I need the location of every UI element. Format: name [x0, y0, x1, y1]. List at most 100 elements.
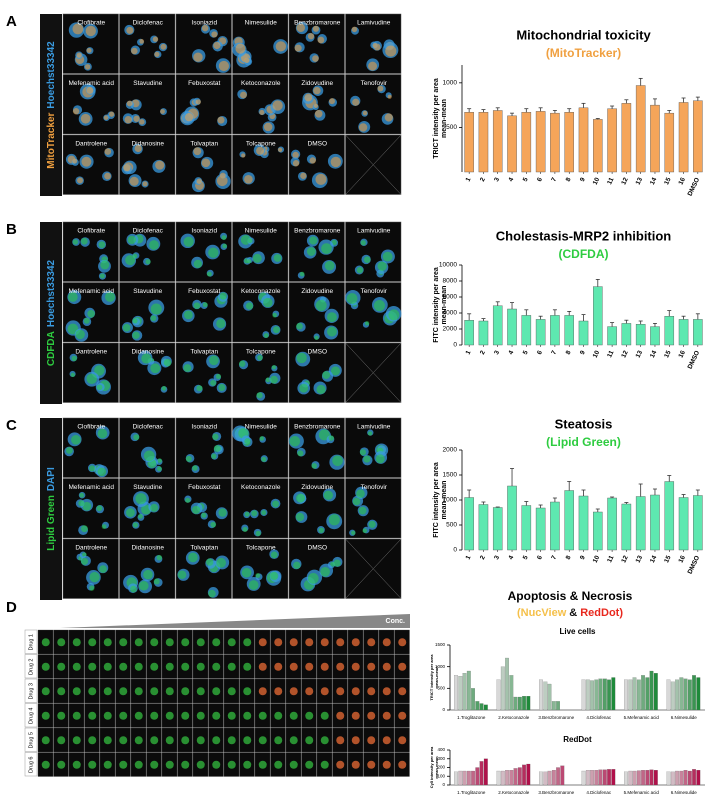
subtitle-part: &	[569, 607, 577, 619]
well-signal	[196, 638, 205, 647]
x-tick-label: 7	[550, 554, 558, 561]
row-box	[24, 629, 38, 654]
well-signal	[305, 736, 314, 745]
bar	[679, 677, 684, 711]
x-tick-label: 12	[620, 349, 630, 359]
bar	[458, 676, 463, 711]
bar	[492, 110, 503, 173]
cell-stain	[289, 435, 301, 447]
x-tick-label: 3.Benzbromarone	[538, 790, 574, 795]
cell-stain	[142, 181, 148, 187]
drug-label: Febuxostat	[188, 80, 220, 87]
cell-stain	[132, 331, 140, 339]
cell-stain	[86, 86, 94, 94]
cell-stain	[377, 261, 387, 271]
cell-stain	[299, 271, 305, 277]
well-signal	[320, 662, 329, 671]
cell-stain	[77, 177, 84, 184]
bar	[585, 770, 590, 786]
cell-stain	[333, 559, 341, 567]
bar	[645, 677, 650, 711]
drug-label: Tolcapone	[246, 545, 276, 552]
row-label: Drug 5	[28, 732, 34, 749]
cell-stain	[161, 386, 167, 391]
bar	[670, 771, 675, 786]
cell-stain	[304, 93, 313, 102]
stain-label: Lipid Green DAPI	[46, 467, 57, 551]
x-tick-label: 1	[465, 176, 473, 183]
cell-stain	[375, 454, 385, 464]
x-tick-label: 2	[479, 349, 487, 356]
cell-stain	[156, 554, 163, 561]
cell-stain	[132, 253, 138, 259]
drug-label: Benzbromarone	[294, 228, 341, 235]
cell-stain	[261, 456, 267, 462]
well-signal	[336, 638, 345, 647]
well-signal	[212, 662, 221, 671]
d-subtitle: (NucView & RedDot)	[517, 607, 623, 619]
bar	[624, 679, 628, 711]
cell-stain	[80, 237, 88, 245]
drug-label: Didanosine	[131, 349, 164, 356]
bar	[578, 107, 589, 173]
cell-stain	[248, 580, 259, 590]
y-tick-label: 0	[442, 707, 445, 712]
bar	[636, 770, 641, 786]
bar	[547, 770, 552, 786]
well-signal	[119, 711, 128, 720]
cell-stain	[218, 383, 226, 392]
x-tick-label: 12	[620, 554, 630, 564]
y-tick-label: 1000	[443, 497, 458, 504]
bar	[607, 769, 611, 786]
subtitle-part: RedDot)	[580, 607, 623, 619]
well-signal	[367, 662, 376, 671]
cell-stain	[108, 111, 115, 117]
bar	[635, 324, 646, 346]
cell-stain	[75, 329, 85, 340]
cell-stain	[247, 238, 253, 244]
well-signal	[181, 711, 190, 720]
bar	[593, 511, 603, 551]
bar	[649, 769, 654, 786]
bar	[678, 497, 689, 551]
cell-stain	[270, 571, 279, 580]
cell-stain	[263, 122, 273, 132]
cell-stain	[82, 501, 92, 511]
bar	[687, 770, 692, 786]
cell-stain	[216, 318, 226, 329]
image-strip	[40, 14, 62, 196]
well-signal	[289, 736, 298, 745]
bar	[543, 681, 548, 711]
x-tick-label: 8	[565, 176, 573, 183]
cell-stain	[100, 260, 110, 270]
cell-stain	[127, 235, 137, 245]
x-tick-label: 8	[565, 349, 573, 356]
well-signal	[150, 638, 159, 647]
cell-stain	[256, 146, 265, 155]
bar	[641, 770, 645, 786]
bar	[666, 679, 671, 711]
cell-stain	[330, 156, 342, 168]
drug-label: Lamivudine	[357, 20, 391, 27]
well-signal	[41, 662, 50, 671]
well-signal	[165, 638, 174, 647]
bar	[539, 771, 543, 786]
well-signal	[243, 638, 252, 647]
y-tick-label: 1000	[435, 664, 446, 669]
bar	[526, 696, 531, 711]
bar	[475, 767, 480, 786]
subtitle-part: (Lipid Green)	[546, 435, 621, 449]
row-box	[24, 727, 38, 752]
cell-stain	[384, 113, 393, 122]
well-signal	[351, 638, 360, 647]
row-label: Drug 1	[28, 634, 34, 651]
cell-stain	[210, 380, 217, 386]
well-signal	[150, 760, 159, 769]
cell-stain	[247, 259, 252, 264]
cell-stain	[273, 254, 282, 262]
cell-stain	[273, 326, 280, 334]
cell-stain	[330, 561, 336, 567]
stain-label: MitoTracker Hoechst33342	[46, 41, 57, 169]
cell-stain	[209, 355, 219, 366]
well-signal	[88, 638, 97, 647]
